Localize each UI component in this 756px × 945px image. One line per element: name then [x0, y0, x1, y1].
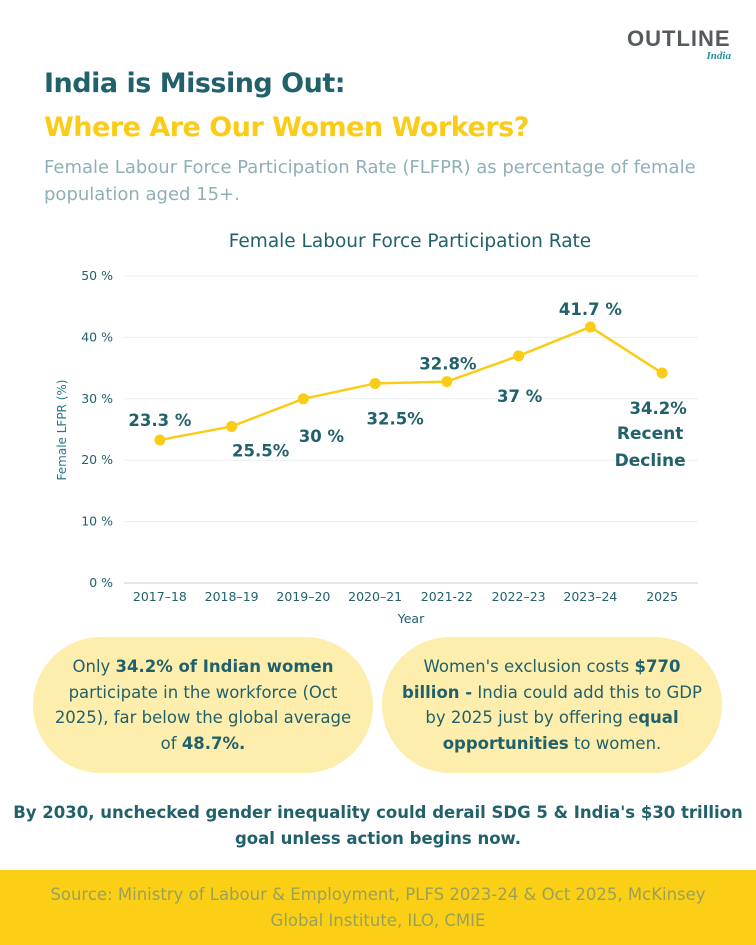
- x-tick-label: 2025: [646, 589, 678, 604]
- card-text-pre: Women's exclusion costs: [423, 657, 635, 676]
- card-text-pre: Only: [72, 657, 116, 676]
- data-label: 32.8%: [419, 355, 477, 374]
- stat-card-participation: Only 34.2% of Indian women participate i…: [33, 637, 373, 773]
- data-label: 37 %: [497, 387, 543, 406]
- y-tick-label: 10 %: [81, 514, 113, 529]
- chart-title: Female Labour Force Participation Rate: [228, 231, 592, 252]
- card-text-post: to women.: [568, 733, 662, 753]
- data-label: 34.2%: [630, 399, 688, 418]
- headline-line2: Where Are Our Women Workers?: [44, 112, 529, 143]
- source-footer: Source: Ministry of Labour & Employment,…: [0, 870, 756, 945]
- x-tick-label: 2023–24: [563, 589, 617, 604]
- x-tick-label: 2017–18: [133, 589, 187, 604]
- y-tick-label: 30 %: [81, 391, 113, 406]
- chart-subtitle: Female Labour Force Participation Rate (…: [44, 157, 696, 205]
- x-tick-label: 2019–20: [276, 589, 330, 604]
- stat-card-text: Women's exclusion costs $770 billion - I…: [400, 654, 704, 756]
- x-axis-label: Year: [397, 611, 425, 626]
- card-highlight-share: 34.2% of Indian women: [115, 657, 334, 676]
- data-point: [513, 350, 525, 362]
- x-tick-label: 2018–19: [205, 589, 259, 604]
- data-label: 41.7 %: [559, 300, 622, 319]
- outline-india-logo: OUTLINE India: [627, 26, 737, 66]
- source-text: Source: Ministry of Labour & Employment,…: [50, 884, 706, 930]
- x-tick-label: 2022–23: [492, 589, 546, 604]
- logo-subtext: India: [706, 50, 731, 62]
- y-tick-label: 20 %: [81, 452, 113, 467]
- data-point: [297, 393, 309, 405]
- card-highlight-cost: $770 billion -: [402, 657, 681, 702]
- data-label: 30 %: [299, 427, 345, 446]
- data-point: [226, 420, 238, 432]
- y-tick-label: 0 %: [89, 575, 113, 590]
- data-label: 25.5%: [232, 441, 290, 460]
- logo-text: OUTLINE: [627, 26, 731, 51]
- data-point: [369, 377, 381, 389]
- y-tick-label: 40 %: [81, 329, 113, 344]
- series-line: [159, 325, 663, 442]
- call-to-action-note: By 2030, unchecked gender inequality cou…: [13, 803, 743, 848]
- y-tick-label: 50 %: [81, 268, 113, 283]
- data-point: [584, 321, 596, 333]
- data-point: [441, 376, 453, 388]
- data-point: [656, 367, 668, 379]
- data-label: 32.5%: [367, 409, 425, 428]
- headline-line1: India is Missing Out:: [44, 68, 346, 99]
- x-tick-label: 2020–21: [348, 589, 402, 604]
- annotation-recent-decline: Decline: [615, 451, 686, 471]
- stat-card-text: Only 34.2% of Indian women participate i…: [51, 654, 355, 756]
- card-highlight-opportunities: qual opportunities: [442, 708, 679, 753]
- line-chart: 0 % 10 % 20 % 30 % 40 % 50 % 2017–18 2018–19 20…: [55, 268, 698, 626]
- x-tick-label: 2021-22: [421, 589, 473, 604]
- card-highlight-global: 48.7%.: [181, 733, 246, 753]
- annotation-recent-decline: Recent: [617, 424, 683, 444]
- card-text-mid: India could add this to GDP by 2025 just…: [425, 682, 702, 728]
- card-text-mid: participate in the workforce (Oct 2025),…: [54, 682, 352, 753]
- data-label: 23.3 %: [128, 411, 191, 430]
- y-axis-label: Female LFPR (%): [55, 380, 69, 481]
- stat-card-exclusion-cost: Women's exclusion costs $770 billion - I…: [382, 637, 722, 773]
- data-point: [154, 434, 166, 446]
